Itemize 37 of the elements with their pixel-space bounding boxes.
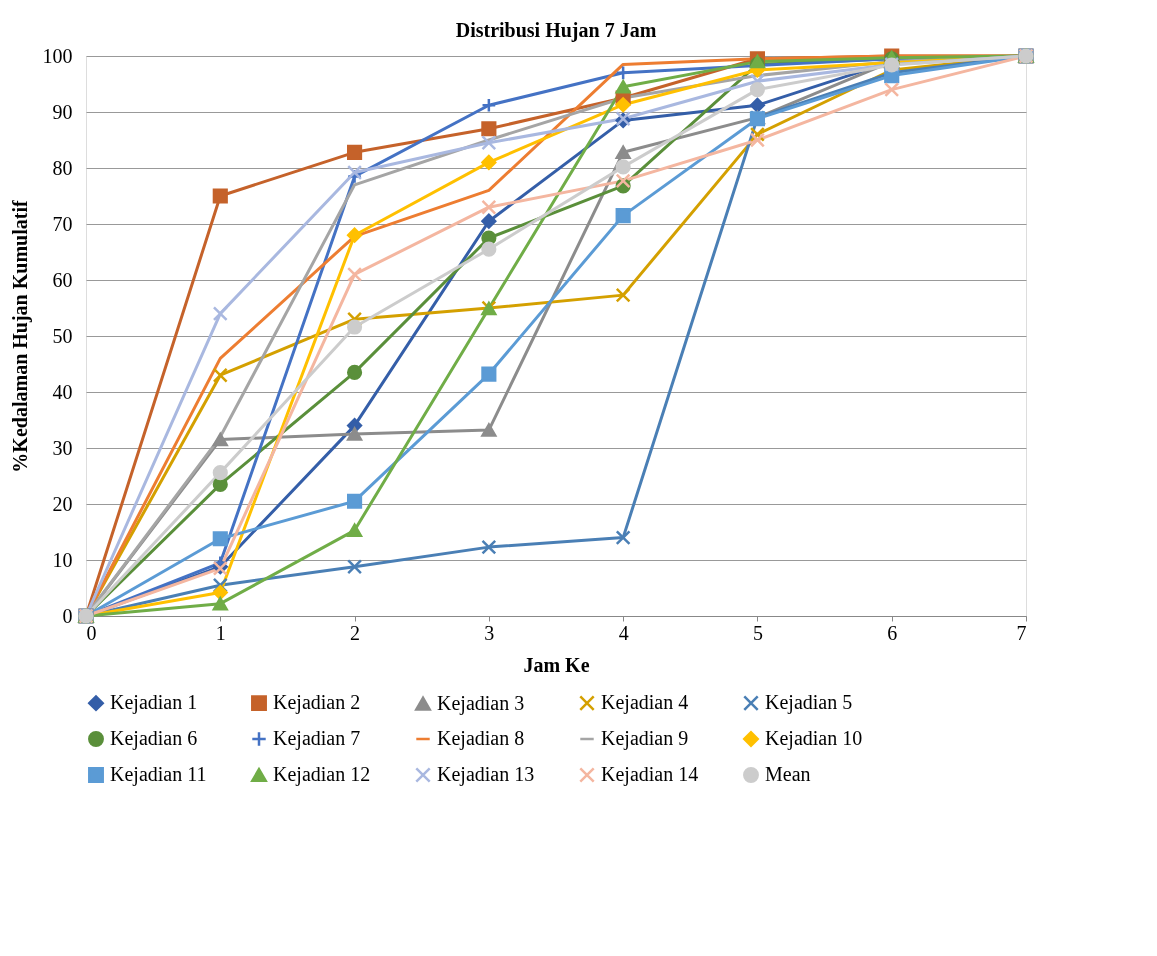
legend-label: Mean	[765, 763, 811, 785]
x-tick-label: 5	[752, 621, 763, 644]
legend-label: Kejadian 3	[437, 691, 525, 715]
y-tick-label: 0	[62, 604, 73, 627]
x-axis-title: Jam Ke	[523, 653, 590, 676]
legend-label: Kejadian 7	[273, 727, 361, 750]
legend-label: Kejadian 13	[437, 763, 535, 786]
x-tick-label: 3	[484, 621, 495, 644]
legend-label: Kejadian 10	[765, 727, 863, 750]
legend-label: Kejadian 9	[601, 727, 689, 750]
y-tick-label: 40	[52, 380, 73, 403]
legend-label: Kejadian 12	[273, 763, 371, 786]
x-tick-label: 6	[887, 621, 898, 644]
y-tick-label: 20	[52, 492, 73, 515]
y-axis-title: %Kedalaman Hujan Kumulatif	[8, 200, 32, 473]
y-tick-label: 30	[52, 436, 73, 459]
legend-label: Kejadian 14	[601, 763, 699, 786]
y-tick-label: 50	[52, 324, 73, 347]
y-tick-label: 100	[42, 44, 73, 67]
x-tick-label: 4	[618, 621, 629, 644]
x-tick-label: 7	[1016, 621, 1027, 644]
y-tick-label: 10	[52, 548, 73, 571]
legend-label: Kejadian 2	[273, 691, 361, 715]
y-tick-label: 90	[52, 100, 73, 123]
x-tick-label: 2	[350, 621, 361, 644]
legend-label: Kejadian 4	[601, 691, 689, 715]
x-tick-label: 1	[215, 621, 226, 644]
x-tick-label: 0	[86, 621, 97, 644]
y-tick-label: 60	[52, 268, 73, 291]
chart-title: Distribusi Hujan 7 Jam	[455, 18, 657, 42]
legend-label: Kejadian 1	[110, 691, 198, 715]
legend-label: Kejadian 11	[110, 763, 207, 786]
legend-label: Kejadian 8	[437, 727, 525, 750]
legend-label: Kejadian 5	[765, 691, 853, 715]
y-tick-label: 80	[52, 156, 73, 179]
legend-label: Kejadian 6	[110, 727, 198, 750]
y-tick-label: 70	[52, 212, 73, 235]
